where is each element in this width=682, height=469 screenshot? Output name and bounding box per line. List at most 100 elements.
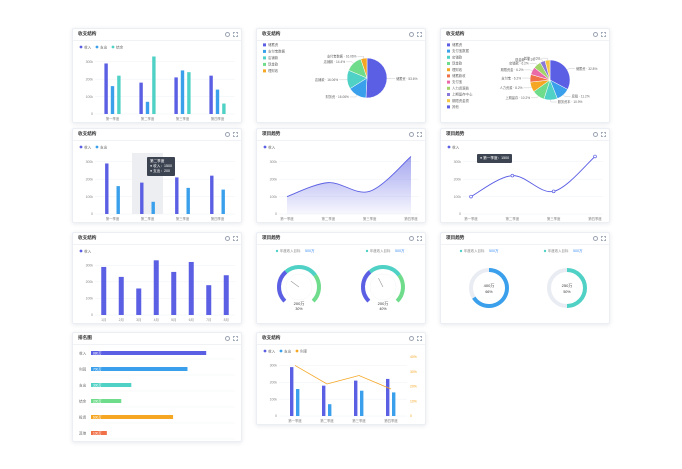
slice-label: 期限资金 · 6.2% xyxy=(501,67,524,72)
stat-marker xyxy=(543,249,547,253)
line-chart: 收入 0 100k 200k 300k 第一季度 第二季度 第三季度 第四季度 xyxy=(447,144,603,221)
refresh-icon[interactable] xyxy=(225,132,230,137)
fullscreen-icon[interactable] xyxy=(417,132,422,137)
y2-tick-label: 20% xyxy=(410,385,417,389)
ring-percent: 66% xyxy=(485,290,493,294)
x-tick-label: 第三季度 xyxy=(176,116,190,121)
card-title: 收支结构 xyxy=(446,31,465,36)
refresh-icon[interactable] xyxy=(409,336,414,341)
y-tick-label: 0 xyxy=(91,313,93,317)
legend-marker xyxy=(263,145,267,149)
bar xyxy=(360,390,364,416)
label-leader xyxy=(563,94,571,97)
card-header: 收支结构 xyxy=(257,333,425,345)
legend-label: 收入 xyxy=(84,248,92,253)
card-ranking: 排名图 收入 880万 利润 700万 支出 300万 结余 200万 投资 600万 其他 100万 xyxy=(72,332,242,442)
legend-label: 店铺款 xyxy=(452,54,463,59)
card-header: 排名图 xyxy=(73,333,241,345)
y-tick-label: 0 xyxy=(91,112,93,116)
card-header: 收支结构 xyxy=(73,233,241,245)
tooltip-row: ● 收入：1500 xyxy=(150,164,172,168)
bar xyxy=(139,82,143,114)
slice-label: 储蓄资 · 53.6% xyxy=(396,76,418,81)
refresh-icon[interactable] xyxy=(225,32,230,37)
data-point xyxy=(510,173,515,178)
bar-value: 300万 xyxy=(93,383,102,387)
bar xyxy=(91,399,122,403)
fullscreen-icon[interactable] xyxy=(233,32,238,37)
stat-value: 500万 xyxy=(305,249,315,253)
legend-marker xyxy=(95,45,99,49)
legend-label: 现金款 xyxy=(452,61,463,66)
refresh-icon[interactable] xyxy=(225,336,230,341)
x-tick-label: 第三季度 xyxy=(352,418,366,423)
bar xyxy=(116,186,120,214)
legend-marker xyxy=(447,145,451,149)
y2-tick-label: 0 xyxy=(410,414,412,418)
fullscreen-icon[interactable] xyxy=(417,236,422,241)
fullscreen-icon[interactable] xyxy=(601,32,606,37)
gauge-needle xyxy=(378,277,384,288)
refresh-icon[interactable] xyxy=(409,132,414,137)
bar-value: 100万 xyxy=(93,431,102,435)
slice-label: 支付宝 · 6.2% xyxy=(501,75,521,80)
x-tick-label: 第四季度 xyxy=(384,418,398,423)
refresh-icon[interactable] xyxy=(409,236,414,241)
refresh-icon[interactable] xyxy=(593,236,598,241)
bar xyxy=(91,431,107,435)
y-tick-label: 0 xyxy=(275,212,277,216)
pie-slice xyxy=(365,57,388,99)
data-point xyxy=(551,189,556,194)
legend-marker xyxy=(79,45,83,49)
fullscreen-icon[interactable] xyxy=(233,236,238,241)
legend-marker xyxy=(95,145,99,149)
gauge-value: 200万 xyxy=(294,301,305,306)
fullscreen-icon[interactable] xyxy=(233,336,238,341)
label-leader xyxy=(531,96,539,98)
bar xyxy=(223,275,229,315)
label-leader xyxy=(523,86,532,89)
bar xyxy=(188,261,194,315)
legend-marker xyxy=(447,80,450,84)
y-tick-label: 100k xyxy=(270,397,278,401)
bar-value: 600万 xyxy=(93,415,102,419)
y-tick-label: 300k xyxy=(270,364,278,368)
refresh-icon[interactable] xyxy=(225,236,230,241)
x-tick-label: 第二季度 xyxy=(141,216,155,221)
gauge-percent: 40% xyxy=(379,307,387,311)
bar xyxy=(175,177,179,214)
fullscreen-icon[interactable] xyxy=(417,32,422,37)
refresh-icon[interactable] xyxy=(409,32,414,37)
bar xyxy=(328,404,332,416)
refresh-icon[interactable] xyxy=(593,32,598,37)
y-tick-label: 300k xyxy=(86,60,94,64)
card-title: 项目趋势 xyxy=(262,235,281,240)
legend-label: 储蓄资 xyxy=(268,42,279,47)
bar xyxy=(221,189,225,214)
legend-marker xyxy=(447,74,450,78)
card-project-trend-gauges: 项目趋势 年度收入目标 500万 年度收入目标 500万 200万 30% 200万 40% xyxy=(256,232,426,324)
y-tick-label: 200k xyxy=(86,77,94,81)
x-tick-label: 第一季度 xyxy=(106,216,120,221)
category-label: 其他 xyxy=(79,431,87,436)
bar xyxy=(91,351,207,355)
fullscreen-icon[interactable] xyxy=(601,236,606,241)
refresh-icon[interactable] xyxy=(593,132,598,137)
bar xyxy=(145,101,150,114)
fullscreen-icon[interactable] xyxy=(601,132,606,137)
area-chart: 收入 0 100k 200k 300k 第一季度 第二季度 第三季度 第四季度 xyxy=(263,144,419,221)
fullscreen-icon[interactable] xyxy=(417,336,422,341)
legend-label: 支出 xyxy=(100,44,108,49)
pie-slice xyxy=(360,57,368,79)
card-header: 项目趋势 xyxy=(257,129,425,141)
ring-percent: 50% xyxy=(563,290,571,294)
bar xyxy=(105,163,109,214)
bar xyxy=(104,63,108,114)
fullscreen-icon[interactable] xyxy=(233,132,238,137)
bar xyxy=(296,389,300,416)
card-project-trend-area: 项目趋势 收入 0 100k 200k 300k 第一季度 第二季度 第三季度 第四季度 xyxy=(256,128,426,223)
gauge-segment xyxy=(311,274,321,303)
legend-label: 利率 xyxy=(300,348,308,353)
